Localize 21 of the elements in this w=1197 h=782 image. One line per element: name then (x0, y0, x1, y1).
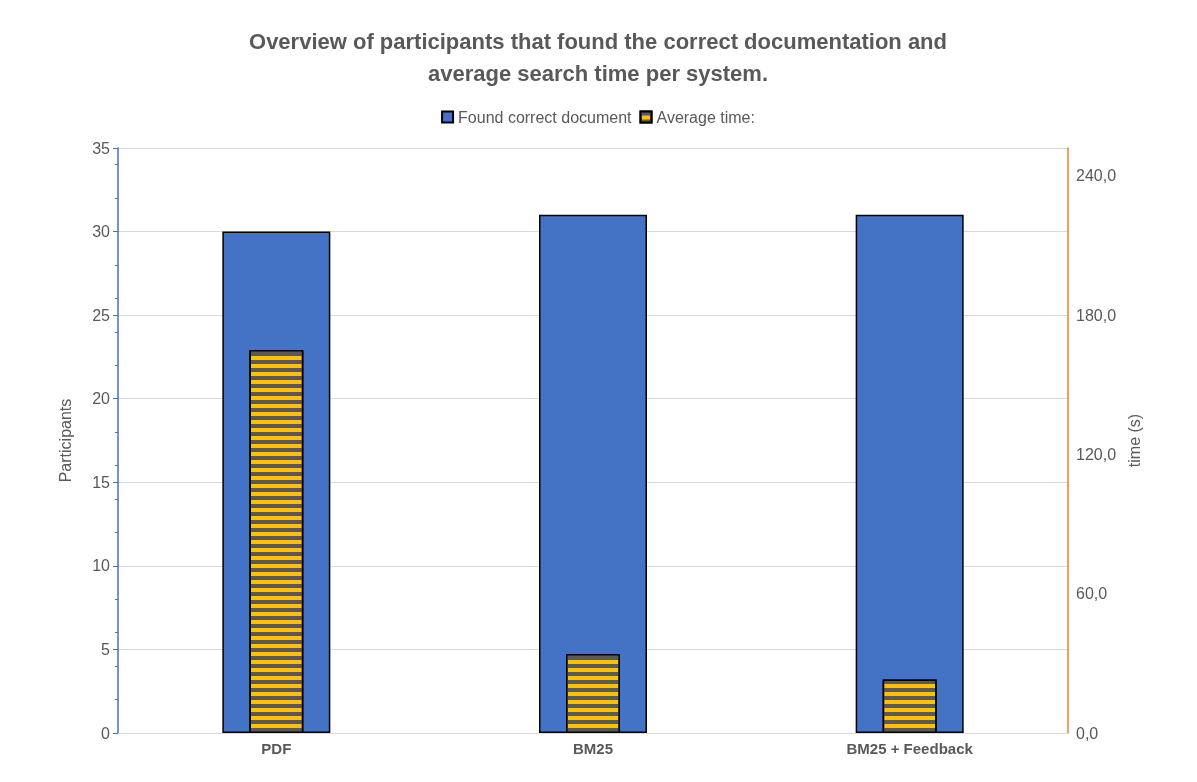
x-tick-label: PDF (261, 740, 292, 757)
y-tick-label: 25 (92, 306, 111, 324)
y-tick-label: 10 (92, 557, 111, 575)
y-tick-label: 30 (92, 223, 111, 241)
chart-title: Overview of participants that found the correct documentation and average search time per system. (249, 28, 947, 86)
y2-axis-title: time (s) (1126, 413, 1144, 468)
y2-tick-label: 180,0 (1076, 306, 1117, 324)
y-tick-label: 15 (92, 473, 111, 491)
y-tick-label: 35 (92, 139, 111, 157)
x-tick-label: BM25 + Feedback (846, 740, 974, 757)
legend-label: Average time: (656, 108, 755, 126)
legend-label: Found correct document (458, 108, 633, 126)
y-tick-label: 5 (101, 640, 111, 658)
y-tick-label: 20 (92, 390, 111, 408)
y-axis-title: Participants (56, 398, 74, 483)
y-tick-label: 0 (101, 724, 111, 742)
y2-tick-label: 240,0 (1076, 167, 1117, 185)
x-tick-label: BM25 (572, 740, 614, 757)
y2-tick-label: 60,0 (1076, 585, 1108, 603)
y2-tick-label: 120,0 (1076, 445, 1117, 463)
y2-tick-label: 0,0 (1076, 724, 1099, 742)
